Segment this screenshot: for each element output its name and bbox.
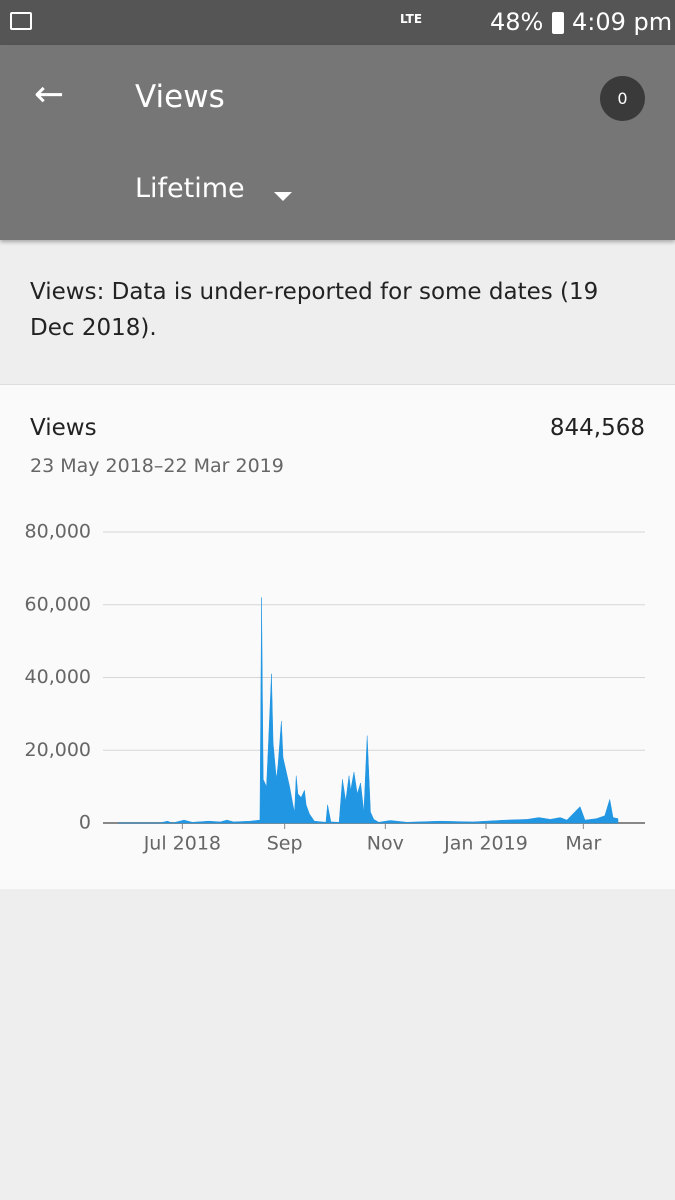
x-tick-label: Sep	[267, 833, 303, 855]
x-tick-label: Nov	[367, 833, 404, 855]
gallery-icon	[10, 12, 32, 30]
x-tick-label: Jul 2018	[143, 833, 221, 855]
app-title: Views	[135, 79, 225, 115]
network: LTE	[400, 12, 423, 26]
app-bar: ← Views 0 Lifetime	[0, 45, 675, 240]
time: 4:09 pm	[572, 8, 673, 36]
battery-icon	[552, 12, 564, 34]
notice: Views: Data is under-reported for some d…	[30, 279, 599, 341]
period-dropdown[interactable]: Lifetime	[135, 173, 245, 204]
status-bar: LTE 48% 4:09 pm	[0, 0, 675, 45]
date-range: 23 May 2018–22 Mar 2019	[30, 455, 284, 477]
back-button[interactable]: ←	[34, 74, 65, 115]
y-tick-label: 0	[79, 812, 91, 834]
y-tick-label: 40,000	[25, 666, 91, 688]
y-tick-label: 60,000	[25, 593, 91, 615]
card-title: Views	[30, 415, 97, 441]
dropdown-arrow[interactable]	[274, 192, 292, 201]
y-tick-label: 20,000	[25, 739, 91, 761]
x-tick-label: Mar	[565, 833, 601, 855]
battery: 48%	[490, 8, 544, 36]
total: 844,568	[549, 415, 645, 441]
area	[118, 597, 619, 824]
y-tick-label: 80,000	[25, 521, 91, 543]
x-tick-label: Jan 2019	[443, 833, 528, 855]
card: Views 844,568 23 May 2018–22 Mar 2019	[0, 384, 675, 889]
badge[interactable]: 0	[600, 76, 645, 121]
